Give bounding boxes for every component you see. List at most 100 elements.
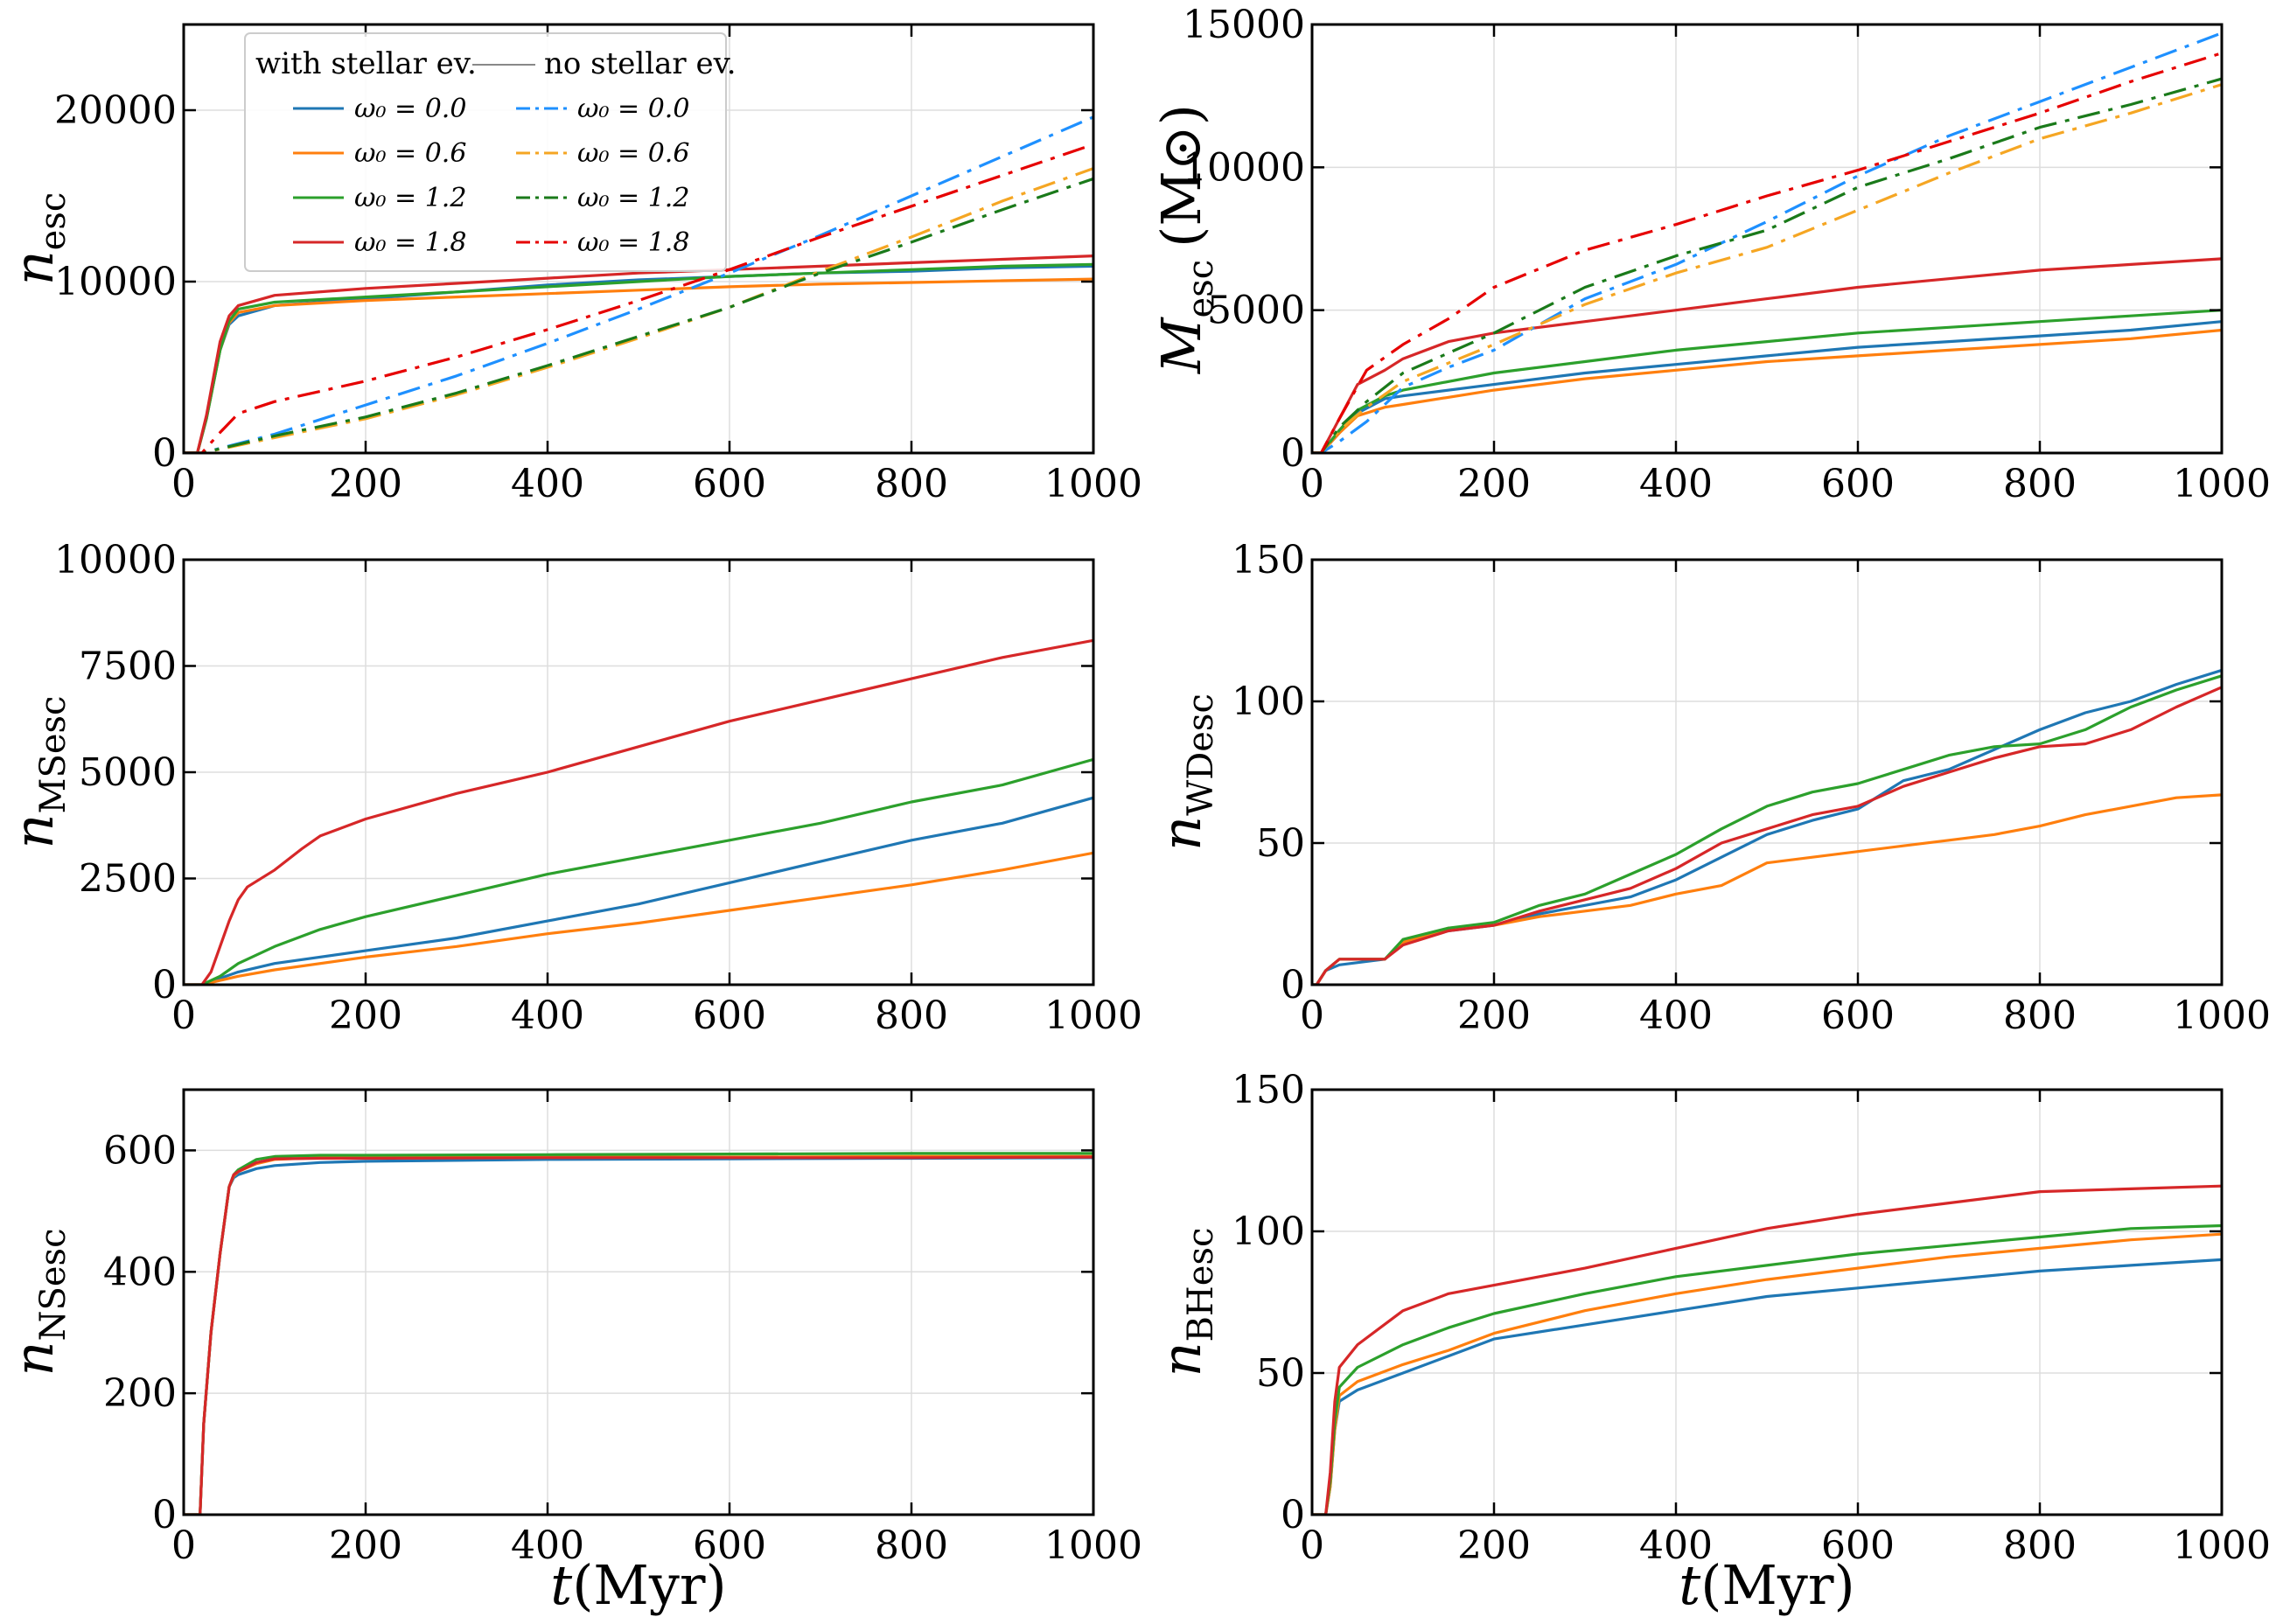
y-tick-label: 100 <box>1232 1209 1305 1254</box>
legend-label: ω₀ = 0.0 <box>577 94 689 124</box>
y-tick-label: 5000 <box>1207 289 1305 333</box>
y-tick-label: 100 <box>1232 680 1305 724</box>
x-tick-label: 0 <box>1300 993 1324 1038</box>
x-tick-label: 400 <box>511 462 584 506</box>
series-line-2 <box>1312 793 2222 985</box>
x-tick-label: 1000 <box>2173 993 2269 1038</box>
x-tick-label: 1000 <box>1044 993 1142 1038</box>
series-line-8 <box>184 143 1093 453</box>
x-tick-label: 400 <box>1639 1523 1713 1568</box>
series-line-4 <box>184 1155 1093 1515</box>
x-tick-label: 200 <box>329 993 402 1038</box>
x-tick-label: 400 <box>511 1523 584 1568</box>
x-tick-label: 600 <box>693 1523 766 1568</box>
series-group <box>184 115 1093 453</box>
y-tick-label: 7500 <box>79 645 177 689</box>
series-line-7 <box>184 177 1093 453</box>
series-line-4 <box>184 254 1093 453</box>
x-tick-label: 400 <box>1639 462 1713 506</box>
x-tick-label: 200 <box>1457 462 1531 506</box>
series-group <box>184 1152 1093 1515</box>
x-axis-label: t(Myr) <box>1679 1553 1854 1617</box>
legend-header-with: with stellar ev. <box>255 46 477 81</box>
axes-frame <box>1310 23 2224 455</box>
y-tick-label: 200 <box>103 1371 177 1416</box>
x-tick-label: 0 <box>1300 462 1324 506</box>
series-line-4 <box>1312 1184 2222 1515</box>
x-tick-label: 400 <box>511 993 584 1038</box>
series-group <box>1312 1184 2222 1515</box>
series-line-8 <box>1312 52 2222 453</box>
series-line-2 <box>1312 1232 2222 1515</box>
panel-6: 0 200 400 600 800 1000 0 50 100 150 nBHesc t(Myr) <box>1149 1068 2269 1617</box>
y-tick-label: 150 <box>1232 1068 1305 1112</box>
x-tick-label: 1000 <box>1044 462 1142 506</box>
x-tick-label: 200 <box>1457 993 1531 1038</box>
y-tick-label: 0 <box>152 431 177 476</box>
series-group <box>184 638 1093 985</box>
legend-label: ω₀ = 0.6 <box>577 138 689 169</box>
series-line-3 <box>184 757 1093 985</box>
axes-frame <box>182 23 1095 455</box>
x-tick-label: 800 <box>875 462 948 506</box>
x-tick-label: 200 <box>329 462 402 506</box>
legend-box <box>244 32 727 272</box>
y-axis-label: Mesc(M⊙) <box>1149 104 1221 374</box>
axes-frame <box>1310 558 2224 986</box>
series-line-1 <box>184 264 1093 453</box>
x-tick-label: 1000 <box>2173 1523 2269 1568</box>
y-tick-label: 0 <box>1281 431 1305 476</box>
x-tick-label: 0 <box>1300 1523 1324 1568</box>
x-tick-label: 800 <box>2003 462 2077 506</box>
legend-label: ω₀ = 0.6 <box>354 138 466 169</box>
axes-frame <box>1310 1088 2224 1516</box>
legend-label: ω₀ = 1.2 <box>354 183 466 213</box>
y-tick-label: 400 <box>103 1250 177 1294</box>
series-group <box>1312 31 2222 453</box>
series-line-2 <box>184 851 1093 985</box>
x-tick-label: 600 <box>1821 993 1895 1038</box>
series-line-3 <box>184 1152 1093 1515</box>
y-tick-label: 0 <box>152 963 177 1007</box>
y-tick-label: 150 <box>1232 538 1305 582</box>
x-tick-label: 0 <box>171 462 196 506</box>
x-tick-label: 800 <box>875 993 948 1038</box>
y-axis-label: nWDesc <box>1149 694 1221 851</box>
x-tick-label: 200 <box>1457 1523 1531 1568</box>
y-tick-label: 50 <box>1256 821 1305 866</box>
x-tick-label: 200 <box>329 1523 402 1568</box>
y-tick-label: 10000 <box>1183 145 1305 190</box>
y-tick-label: 0 <box>1281 1493 1305 1537</box>
legend-label: ω₀ = 1.2 <box>577 183 689 213</box>
series-line-4 <box>184 638 1093 985</box>
y-axis-label: nNSesc <box>2 1229 73 1377</box>
legend: with stellar ev. no stellar ev. ω₀ = 0.0 ω₀… <box>244 32 737 272</box>
x-tick-label: 0 <box>171 1523 196 1568</box>
y-tick-label: 50 <box>1256 1351 1305 1396</box>
y-tick-label: 20000 <box>54 88 177 133</box>
panel-4: 0 200 400 600 800 1000 0 50 100 150 nWDesc <box>1149 538 2269 1038</box>
y-axis-label: nMSesc <box>2 696 73 849</box>
x-tick-label: 1000 <box>1044 1523 1142 1568</box>
panel-3: 0 200 400 600 800 1000025005000750010000nMSes… <box>2 538 1142 1038</box>
y-tick-label: 600 <box>103 1128 177 1173</box>
x-tick-label: 0 <box>171 993 196 1038</box>
x-tick-label: 800 <box>2003 1523 2077 1568</box>
series-line-6 <box>1312 83 2222 453</box>
y-tick-label: 5000 <box>79 750 177 795</box>
x-tick-label: 800 <box>875 1523 948 1568</box>
legend-header-without: no stellar ev. <box>544 46 737 81</box>
axes-frame <box>182 1088 1095 1516</box>
y-axis-label: nBHesc <box>1149 1228 1221 1377</box>
series-line-3 <box>1312 309 2222 453</box>
y-tick-label: 10000 <box>54 538 177 582</box>
y-tick-label: 15000 <box>1183 3 1305 47</box>
x-tick-label: 600 <box>693 462 766 506</box>
series-line-1 <box>1312 1258 2222 1515</box>
series-line-1 <box>184 1156 1093 1515</box>
series-line-5 <box>184 115 1093 453</box>
series-group <box>1312 668 2222 985</box>
panel-5: 0 200 400 600 800 1000 0 200 400 600 nNSesc t(Myr) <box>2 1088 1142 1617</box>
series-line-2 <box>184 1154 1093 1515</box>
